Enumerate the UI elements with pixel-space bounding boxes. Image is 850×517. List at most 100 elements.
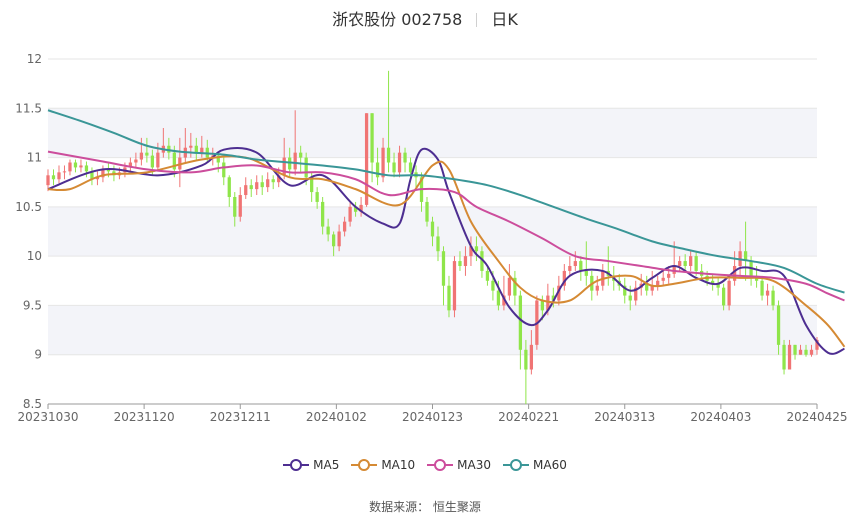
candle-body bbox=[678, 261, 682, 266]
data-source: 数据来源： 恒生聚源 bbox=[369, 500, 481, 514]
candle-body bbox=[469, 246, 473, 257]
candle-body bbox=[326, 226, 330, 235]
candle-body bbox=[502, 295, 506, 306]
candle-body bbox=[51, 175, 56, 180]
y-tick-label: 9.5 bbox=[23, 298, 42, 312]
candle-body bbox=[546, 295, 550, 311]
y-tick-label: 9 bbox=[34, 348, 42, 362]
candle-body bbox=[804, 349, 808, 355]
candle-body bbox=[68, 162, 72, 172]
legend-label: MA5 bbox=[313, 458, 340, 472]
candle-body bbox=[760, 280, 764, 296]
candle-body bbox=[293, 152, 297, 170]
candle-body bbox=[101, 169, 105, 178]
candle-body bbox=[765, 290, 770, 296]
legend-item-ma60[interactable]: MA60 bbox=[503, 458, 567, 472]
grid-band bbox=[48, 108, 817, 158]
y-tick-label: 10.5 bbox=[15, 200, 42, 214]
candle-body bbox=[716, 283, 720, 288]
legend-item-ma30[interactable]: MA30 bbox=[427, 458, 491, 472]
candle-body bbox=[551, 295, 555, 301]
candle-body bbox=[584, 270, 588, 276]
candle-body bbox=[139, 152, 144, 160]
candle-body bbox=[579, 261, 583, 271]
candle-body bbox=[513, 277, 517, 296]
candle-body bbox=[370, 113, 374, 163]
candle-body bbox=[249, 185, 253, 190]
x-tick-label: 20231211 bbox=[210, 410, 271, 424]
candle-body bbox=[793, 344, 797, 355]
candle-body bbox=[95, 177, 100, 180]
candle-body bbox=[628, 295, 632, 301]
candle-body bbox=[798, 349, 803, 355]
y-tick-label: 8.5 bbox=[23, 397, 42, 411]
candle-body bbox=[573, 261, 577, 266]
candle-body bbox=[342, 221, 347, 232]
legend-marker-icon bbox=[351, 459, 378, 471]
candle-body bbox=[430, 221, 435, 237]
candle-body bbox=[397, 152, 402, 173]
candle-body bbox=[463, 256, 468, 266]
candle-body bbox=[408, 162, 413, 173]
legend-item-ma10[interactable]: MA10 bbox=[351, 458, 415, 472]
series-line-ma10 bbox=[47, 155, 846, 348]
candle-body bbox=[90, 171, 94, 180]
candle-body bbox=[645, 283, 649, 291]
candle-body bbox=[277, 175, 281, 183]
kline-chart: 8.5 9 9.5 10 10.5 11 11.5 12 20231030 20231120 202… bbox=[15, 52, 847, 424]
candle-body bbox=[441, 251, 446, 286]
series-line-ma30 bbox=[47, 150, 845, 302]
candle-body bbox=[474, 246, 479, 252]
candle-body bbox=[46, 175, 50, 186]
legend: MA5 MA10 MA30 MA60 bbox=[0, 458, 850, 472]
candle-body bbox=[683, 261, 687, 266]
candle-body bbox=[244, 185, 248, 196]
candle-body bbox=[815, 339, 819, 350]
legend-marker-icon bbox=[427, 459, 454, 471]
x-tick-label: 20240425 bbox=[786, 410, 847, 424]
candle-body bbox=[375, 162, 380, 178]
legend-item-ma5[interactable]: MA5 bbox=[283, 458, 339, 472]
candle-body bbox=[156, 152, 160, 168]
candle-body bbox=[529, 344, 534, 370]
candle-body bbox=[507, 277, 512, 296]
x-tick-label: 20240102 bbox=[306, 410, 367, 424]
candle-body bbox=[128, 162, 133, 168]
legend-label: MA10 bbox=[381, 458, 416, 472]
y-tick-label: 12 bbox=[27, 52, 42, 66]
candle-body bbox=[304, 157, 308, 178]
candle-body bbox=[337, 231, 341, 247]
y-tick-label: 10 bbox=[27, 249, 42, 263]
candle-body bbox=[282, 157, 286, 176]
candle-body bbox=[540, 300, 544, 311]
candle-body bbox=[694, 256, 698, 271]
candle-body bbox=[425, 201, 429, 222]
candle-body bbox=[331, 234, 336, 247]
candle-body bbox=[150, 155, 155, 168]
candle-body bbox=[485, 270, 490, 281]
candle-body bbox=[73, 162, 78, 168]
period-tab[interactable]: 日K bbox=[491, 10, 518, 29]
candle-body bbox=[145, 152, 149, 156]
candle-body bbox=[776, 305, 781, 345]
candle-body bbox=[386, 147, 391, 163]
legend-marker-icon bbox=[503, 459, 530, 471]
candle-body bbox=[238, 195, 242, 217]
x-tick-label: 20231120 bbox=[114, 410, 175, 424]
candle-body bbox=[524, 349, 528, 370]
candle-body bbox=[650, 285, 654, 291]
candle-body bbox=[732, 266, 737, 281]
legend-marker-icon bbox=[283, 459, 310, 471]
candle-body bbox=[271, 179, 275, 183]
candle-body bbox=[491, 280, 495, 291]
candle-body bbox=[634, 287, 638, 301]
legend-label: MA60 bbox=[533, 458, 567, 472]
candle-body bbox=[299, 152, 303, 158]
candle-body bbox=[557, 285, 561, 301]
candle-body bbox=[436, 236, 440, 252]
x-tick-label: 20240221 bbox=[498, 410, 559, 424]
candle-body bbox=[661, 277, 665, 281]
grid-band bbox=[48, 305, 817, 355]
candle-body bbox=[79, 165, 83, 168]
series-line-ma60 bbox=[47, 109, 845, 294]
